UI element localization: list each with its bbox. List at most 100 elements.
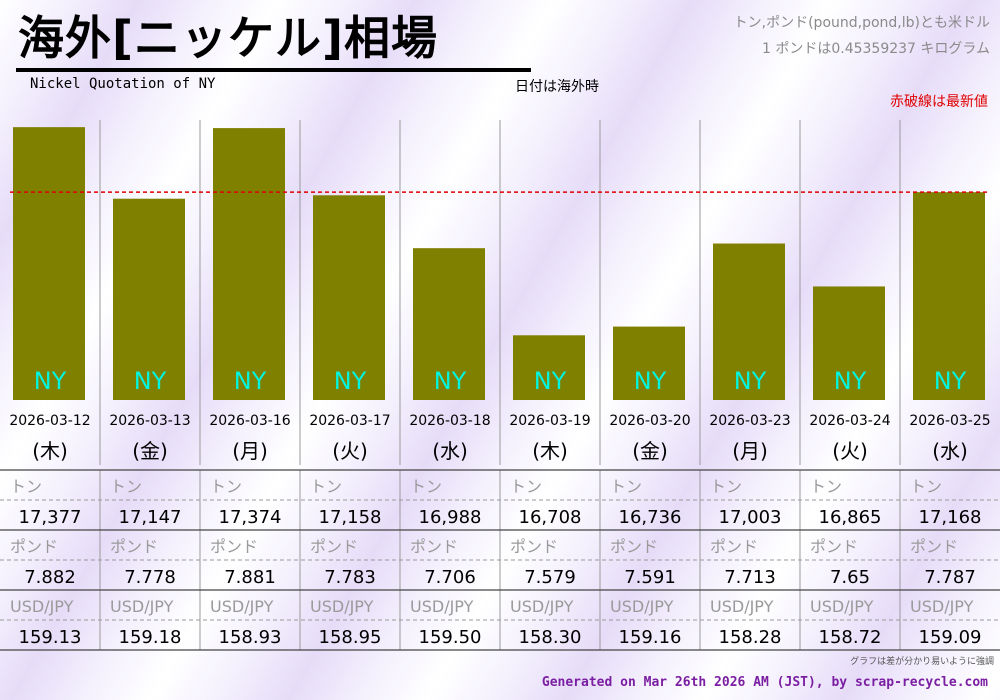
x-tick-label: 2026-03-25	[909, 413, 990, 429]
unit-note: トン,ポンド(pound,pond,lb)とも米ドル 1 ポンドは0.45359…	[734, 12, 990, 64]
bar	[513, 335, 585, 400]
table-unit-label: トン	[710, 477, 742, 496]
table-cell: 159.13	[19, 627, 82, 648]
table-unit-label: ポンド	[610, 537, 658, 556]
table-cell: 7.579	[524, 567, 576, 588]
table-cell: 17,374	[219, 507, 282, 528]
table-cell: 17,003	[719, 507, 782, 528]
table-cell: 158.30	[519, 627, 582, 648]
table-unit-label: トン	[810, 477, 842, 496]
bar	[413, 248, 485, 400]
credit-link[interactable]: Generated on Mar 26th 2026 AM (JST), by …	[541, 675, 988, 690]
table-unit-label: USD/JPY	[710, 597, 774, 616]
chart-subtitle: Nickel Quotation of NY	[30, 76, 216, 92]
table-unit-label: USD/JPY	[510, 597, 574, 616]
table-unit-label: トン	[210, 477, 242, 496]
bar-label: NY	[134, 367, 167, 395]
table-unit-label: USD/JPY	[610, 597, 674, 616]
table-cell: 7.778	[124, 567, 176, 588]
table-cell: 7.881	[224, 567, 276, 588]
table-cell: 7.882	[24, 567, 76, 588]
x-tick-label: 2026-03-19	[509, 413, 590, 429]
table-unit-label: ポンド	[310, 537, 358, 556]
table-cell: 16,865	[819, 507, 882, 528]
weekday-label: (火)	[832, 439, 868, 463]
table-unit-label: ポンド	[510, 537, 558, 556]
latest-value-note: 赤破線は最新値	[890, 94, 988, 110]
table-unit-label: USD/JPY	[10, 597, 74, 616]
bar-label: NY	[634, 367, 667, 395]
table-unit-label: トン	[610, 477, 642, 496]
bar	[713, 243, 785, 400]
bar-label: NY	[534, 367, 567, 395]
table-unit-label: トン	[410, 477, 442, 496]
table-unit-label: USD/JPY	[410, 597, 474, 616]
table-cell: 16,988	[419, 507, 482, 528]
table-unit-label: USD/JPY	[810, 597, 874, 616]
table-unit-label: ポンド	[10, 537, 58, 556]
table-unit-label: ポンド	[910, 537, 958, 556]
table-cell: 158.28	[719, 627, 782, 648]
weekday-label: (水)	[932, 439, 968, 463]
table-cell: 7.713	[724, 567, 776, 588]
bar	[613, 326, 685, 400]
table-cell: 17,158	[319, 507, 382, 528]
table-cell: 17,168	[919, 507, 982, 528]
bar	[813, 286, 885, 400]
table-unit-label: USD/JPY	[310, 597, 374, 616]
table-unit-label: トン	[310, 477, 342, 496]
x-tick-label: 2026-03-16	[209, 413, 290, 429]
x-tick-label: 2026-03-24	[809, 413, 890, 429]
weekday-label: (火)	[332, 439, 368, 463]
weekday-label: (月)	[732, 439, 768, 463]
table-cell: 158.72	[819, 627, 882, 648]
table-cell: 158.95	[319, 627, 382, 648]
table-unit-label: ポンド	[210, 537, 258, 556]
x-tick-label: 2026-03-18	[409, 413, 490, 429]
table-cell: 7.787	[924, 567, 976, 588]
table-unit-label: ポンド	[410, 537, 458, 556]
bar-label: NY	[34, 367, 67, 395]
x-tick-label: 2026-03-20	[609, 413, 690, 429]
unit-note-line-2: 1 ポンドは0.45359237 キログラム	[761, 41, 990, 57]
bar-label: NY	[834, 367, 867, 395]
table-cell: 16,736	[619, 507, 682, 528]
table-cell: 159.50	[419, 627, 482, 648]
weekday-label: (木)	[532, 439, 568, 463]
table-unit-label: ポンド	[810, 537, 858, 556]
x-tick-label: 2026-03-23	[709, 413, 790, 429]
x-tick-label: 2026-03-13	[109, 413, 190, 429]
table-unit-label: ポンド	[110, 537, 158, 556]
unit-note-line-1: トン,ポンド(pound,pond,lb)とも米ドル	[733, 15, 990, 31]
table-unit-label: トン	[10, 477, 42, 496]
bar-label: NY	[734, 367, 767, 395]
table-unit-label: トン	[510, 477, 542, 496]
title-underline	[16, 68, 531, 72]
table-cell: 17,147	[119, 507, 182, 528]
table-cell: 159.16	[619, 627, 682, 648]
table-unit-label: USD/JPY	[110, 597, 174, 616]
table-cell: 7.783	[324, 567, 376, 588]
x-tick-label: 2026-03-12	[9, 413, 90, 429]
footer-note: グラフは差が分かり易いように強調	[850, 657, 994, 667]
table-cell: 7.706	[424, 567, 476, 588]
weekday-label: (金)	[632, 439, 668, 463]
table-unit-label: トン	[910, 477, 942, 496]
table-cell: 17,377	[19, 507, 82, 528]
bar	[913, 192, 985, 400]
weekday-label: (金)	[132, 439, 168, 463]
table-unit-label: トン	[110, 477, 142, 496]
bar	[313, 195, 385, 400]
table-cell: 16,708	[519, 507, 582, 528]
table-cell: 159.09	[919, 627, 982, 648]
date-note: 日付は海外時	[515, 79, 599, 95]
bar-label: NY	[934, 367, 967, 395]
weekday-label: (月)	[232, 439, 268, 463]
x-tick-label: 2026-03-17	[309, 413, 390, 429]
bar-label: NY	[234, 367, 267, 395]
weekday-label: (木)	[32, 439, 68, 463]
table-cell: 7.65	[830, 567, 870, 588]
weekday-label: (水)	[432, 439, 468, 463]
